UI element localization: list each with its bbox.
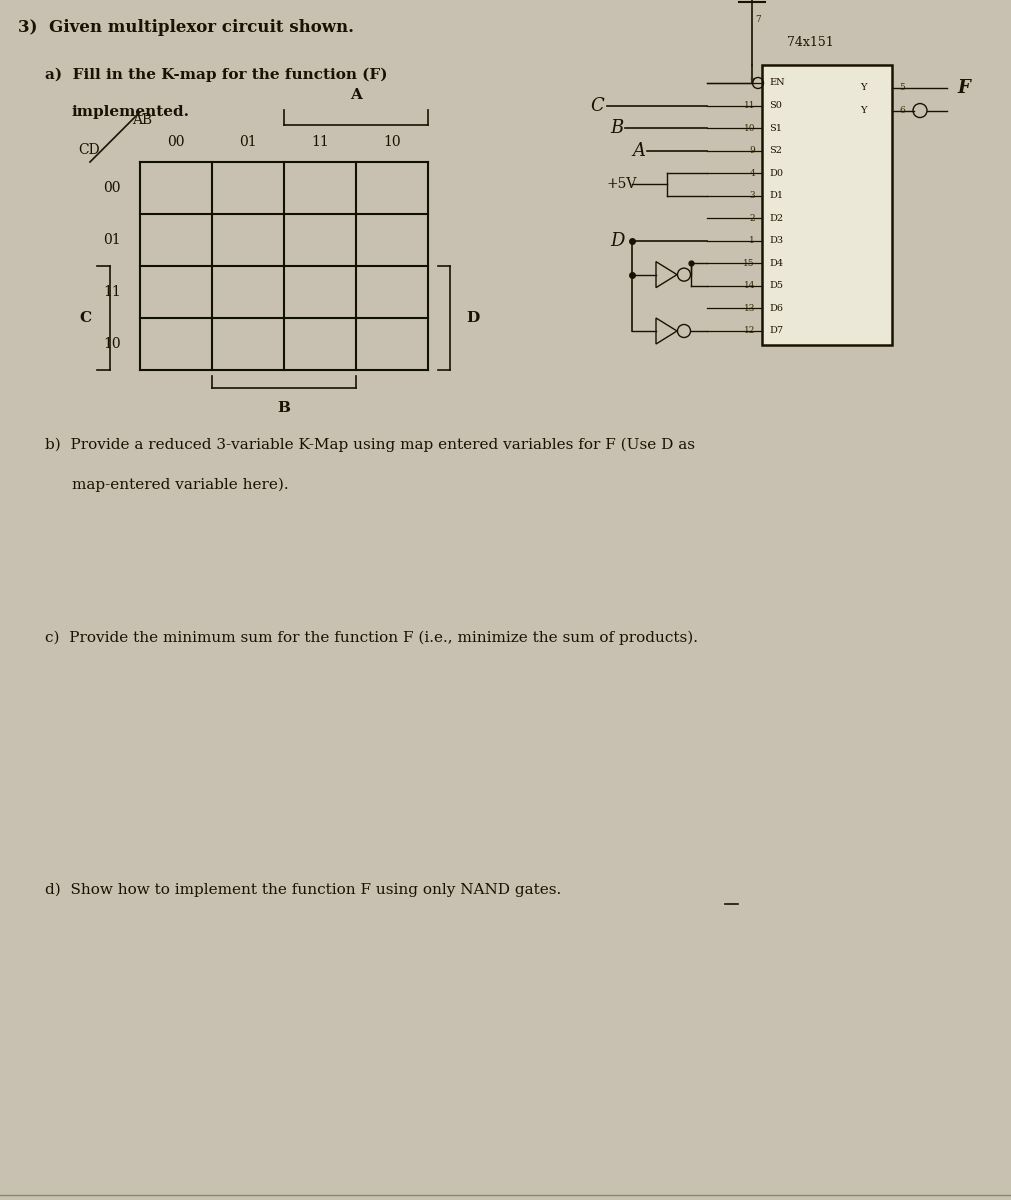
Text: +5V: +5V xyxy=(607,178,637,192)
Text: F: F xyxy=(957,79,970,97)
Text: 11: 11 xyxy=(743,101,755,110)
Text: 15: 15 xyxy=(743,259,755,268)
Text: C: C xyxy=(79,311,91,325)
Text: 7: 7 xyxy=(749,78,755,88)
Text: 14: 14 xyxy=(743,282,755,290)
Text: c)  Provide the minimum sum for the function F (i.e., minimize the sum of produc: c) Provide the minimum sum for the funct… xyxy=(45,631,698,646)
Text: D6: D6 xyxy=(769,304,783,313)
Text: B: B xyxy=(277,401,290,415)
Text: S1: S1 xyxy=(769,124,782,132)
Text: 1: 1 xyxy=(749,236,755,245)
Text: D: D xyxy=(466,311,479,325)
Text: Y: Y xyxy=(860,106,866,115)
Text: 5: 5 xyxy=(899,84,905,92)
Text: D7: D7 xyxy=(769,326,784,336)
Text: 4: 4 xyxy=(749,169,755,178)
Text: D2: D2 xyxy=(769,214,784,223)
Text: D3: D3 xyxy=(769,236,784,245)
Text: D5: D5 xyxy=(769,282,783,290)
Text: b)  Provide a reduced 3-variable K-Map using map entered variables for F (Use D : b) Provide a reduced 3-variable K-Map us… xyxy=(45,438,695,452)
Text: 13: 13 xyxy=(744,304,755,313)
Text: 11: 11 xyxy=(103,284,121,299)
Text: D4: D4 xyxy=(769,259,784,268)
Text: 11: 11 xyxy=(311,134,329,149)
Text: 3: 3 xyxy=(749,191,755,200)
Text: map-entered variable here).: map-entered variable here). xyxy=(72,478,288,492)
Text: 6: 6 xyxy=(899,106,905,115)
Text: 10: 10 xyxy=(743,124,755,132)
Text: B: B xyxy=(610,119,623,137)
Text: C: C xyxy=(590,96,604,114)
Text: 00: 00 xyxy=(167,134,185,149)
Text: 00: 00 xyxy=(103,181,120,194)
Text: D: D xyxy=(610,232,625,250)
Text: S0: S0 xyxy=(769,101,782,110)
Bar xyxy=(762,65,892,344)
Text: 10: 10 xyxy=(383,134,400,149)
Text: 10: 10 xyxy=(103,337,120,350)
Text: D1: D1 xyxy=(769,191,784,200)
Text: A: A xyxy=(350,88,362,102)
Text: D0: D0 xyxy=(769,169,783,178)
Text: 74x151: 74x151 xyxy=(787,36,834,49)
Text: 9: 9 xyxy=(749,146,755,155)
Text: S2: S2 xyxy=(769,146,782,155)
Text: CD: CD xyxy=(78,143,100,157)
Text: d)  Show how to implement the function F using only NAND gates.: d) Show how to implement the function F … xyxy=(45,883,561,898)
Text: implemented.: implemented. xyxy=(72,104,190,119)
Text: Y: Y xyxy=(860,84,866,92)
Text: EN: EN xyxy=(769,78,785,88)
Text: a)  Fill in the K-map for the function (F): a) Fill in the K-map for the function (F… xyxy=(45,68,387,82)
Text: A: A xyxy=(632,142,645,160)
Text: 3)  Given multiplexor circuit shown.: 3) Given multiplexor circuit shown. xyxy=(18,19,354,36)
Text: 01: 01 xyxy=(240,134,257,149)
Text: 01: 01 xyxy=(103,233,120,247)
Text: AB: AB xyxy=(132,113,152,127)
Text: 2: 2 xyxy=(749,214,755,223)
Text: 7: 7 xyxy=(755,16,760,24)
Text: 12: 12 xyxy=(744,326,755,336)
